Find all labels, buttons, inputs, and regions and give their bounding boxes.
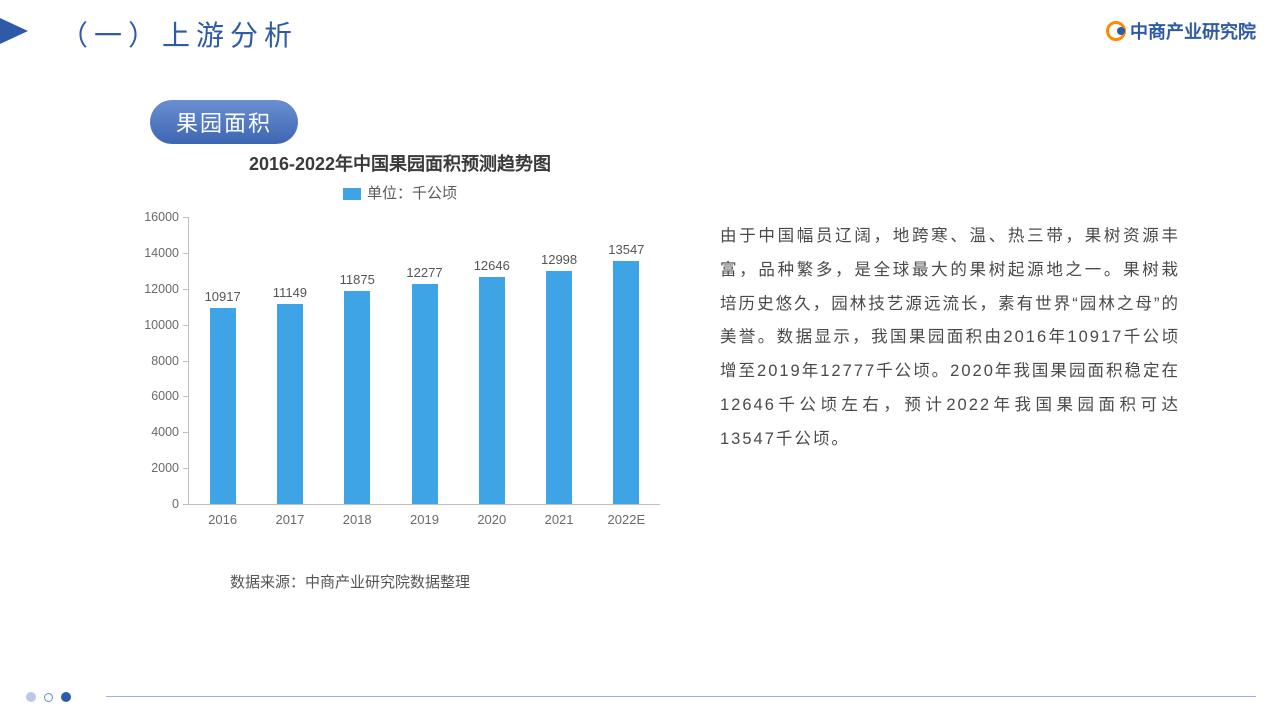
y-tick-label: 10000 [144, 318, 179, 332]
pager-dot-current [61, 692, 71, 702]
legend-swatch-icon [343, 188, 361, 200]
body-text: 由于中国幅员辽阔，地跨寒、温、热三带，果树资源丰富，品种繁多，是全球最大的果树起… [680, 150, 1180, 592]
x-tick-label: 2021 [545, 512, 574, 527]
bar-slot: 129982021 [546, 217, 572, 504]
bar-value-label: 11875 [340, 272, 375, 287]
bar-slot: 126462020 [479, 217, 505, 504]
header: （一）上游分析 中商产业研究院 [0, 0, 1280, 60]
bar-slot: 135472022E [613, 217, 639, 504]
bar-value-label: 10917 [205, 289, 241, 304]
y-tick-mark [183, 253, 189, 254]
y-tick-label: 16000 [144, 210, 179, 224]
y-tick-label: 8000 [151, 354, 179, 368]
page-title: （一）上游分析 [60, 14, 298, 54]
bar-slot: 122772019 [412, 217, 438, 504]
bar-value-label: 13547 [608, 242, 644, 257]
brand-name: 中商产业研究院 [1130, 18, 1256, 44]
x-tick-label: 2020 [477, 512, 506, 527]
x-tick-label: 2016 [208, 512, 237, 527]
bar-value-label: 12646 [474, 258, 510, 273]
section-pill: 果园面积 [150, 100, 298, 144]
y-tick-label: 6000 [151, 389, 179, 403]
y-tick-mark [183, 289, 189, 290]
pager-dots [26, 692, 71, 702]
y-tick-mark [183, 217, 189, 218]
bar-slot: 118752018 [344, 217, 370, 504]
bar-value-label: 12277 [406, 265, 442, 280]
bar: 12277 [412, 284, 438, 504]
bar: 11875 [344, 291, 370, 504]
chart-box: 0 2000 4000 6000 8000 10000 12000 14000 16000 109… [130, 213, 670, 533]
y-tick-label: 0 [172, 497, 179, 511]
section-pill-wrap: 果园面积 [0, 60, 1280, 120]
y-tick-mark [183, 361, 189, 362]
main-content: 2016-2022年中国果园面积预测趋势图 单位：千公顷 0 2000 4000 60… [0, 120, 1280, 592]
bar-slot: 111492017 [277, 217, 303, 504]
pager-dot [26, 692, 36, 702]
source-note: 数据来源：中商产业研究院数据整理 [120, 571, 680, 592]
y-tick-mark [183, 432, 189, 433]
bar-slot: 109172016 [210, 217, 236, 504]
bar-value-label: 12998 [541, 252, 577, 267]
x-tick-label: 2017 [275, 512, 304, 527]
y-tick-mark [183, 504, 189, 505]
y-tick-label: 14000 [144, 246, 179, 260]
y-tick-label: 2000 [151, 461, 179, 475]
bar-value-label: 11149 [273, 285, 307, 300]
footer [0, 682, 1280, 702]
pager-dot [44, 693, 53, 702]
bar: 12998 [546, 271, 572, 504]
footer-divider [106, 696, 1256, 697]
y-tick-mark [183, 325, 189, 326]
y-tick-mark [183, 396, 189, 397]
x-tick-label: 2018 [343, 512, 372, 527]
chart-column: 2016-2022年中国果园面积预测趋势图 单位：千公顷 0 2000 4000 60… [120, 150, 680, 592]
brand-logo-icon [1106, 21, 1126, 41]
legend-label: 单位：千公顷 [367, 185, 457, 202]
y-tick-label: 4000 [151, 425, 179, 439]
bar: 13547 [613, 261, 639, 504]
bar: 11149 [277, 304, 303, 504]
chart-plot-area: 0200040006000800010000120001400016000109… [188, 217, 660, 505]
chart-legend: 单位：千公顷 [120, 182, 680, 203]
y-tick-label: 12000 [144, 282, 179, 296]
x-tick-label: 2022E [608, 512, 646, 527]
chart-title: 2016-2022年中国果园面积预测趋势图 [120, 150, 680, 176]
bar: 10917 [210, 308, 236, 504]
bar: 12646 [479, 277, 505, 504]
header-arrow-icon [0, 18, 28, 44]
y-tick-mark [183, 468, 189, 469]
x-tick-label: 2019 [410, 512, 439, 527]
brand-block: 中商产业研究院 [1106, 18, 1256, 44]
